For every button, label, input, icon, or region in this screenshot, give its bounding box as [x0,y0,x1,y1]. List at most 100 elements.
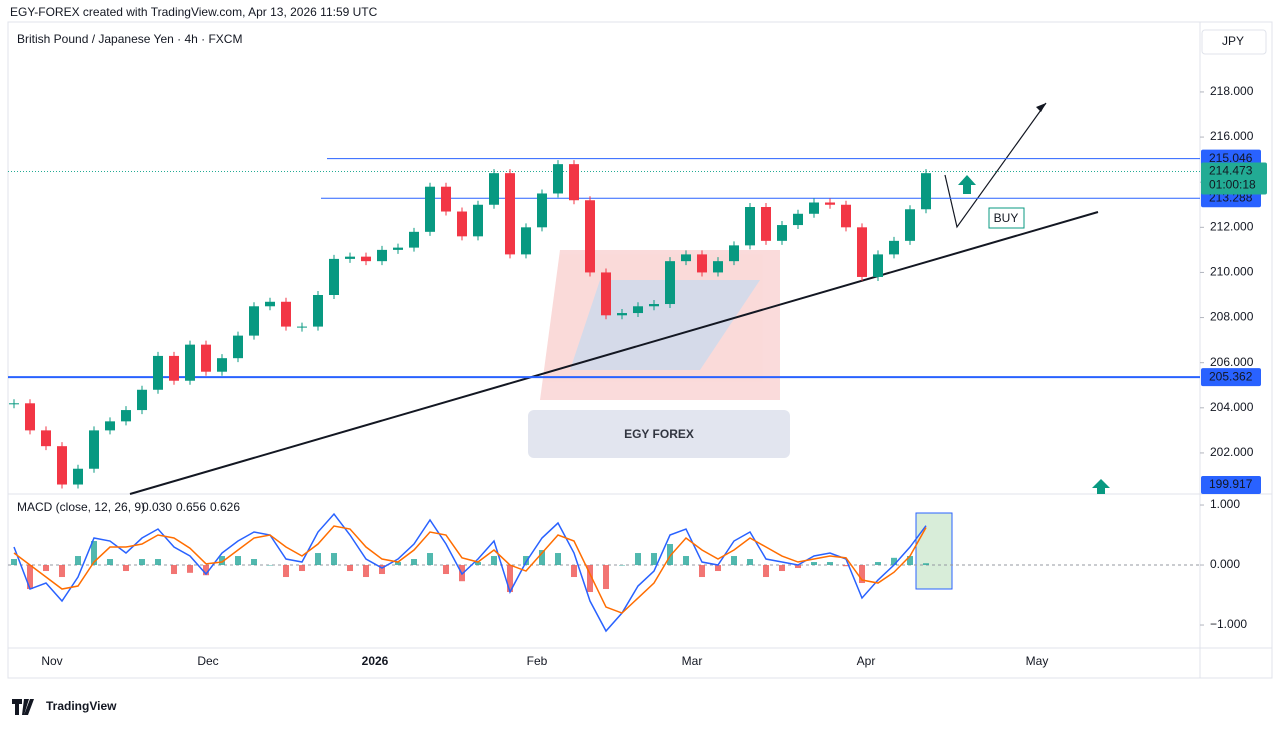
histogram-bar [683,556,689,566]
histogram-bar [875,562,881,566]
histogram-bar [363,565,369,578]
histogram-bar [107,559,113,566]
candle [25,403,35,431]
candle [857,227,867,277]
macd-line [13,512,927,633]
histogram-bar [139,559,145,566]
histogram-bar [731,556,737,566]
x-tick-label: May [1026,654,1049,668]
candle [505,173,515,255]
candle [921,173,931,210]
histogram-bar [219,556,225,566]
candle [57,446,67,485]
histogram-bar [795,565,801,569]
candle [809,202,819,214]
candle [105,421,115,431]
histogram-bar [411,559,417,566]
histogram-bar [827,562,833,566]
candle [889,240,899,255]
histogram-bar [635,553,641,566]
histogram-bar [907,556,913,566]
candle [681,254,691,262]
candle [633,306,643,314]
candle [825,202,835,205]
candle [41,430,51,447]
candle [409,231,419,248]
histogram-bar [587,565,593,593]
x-tick-label: Nov [41,654,62,668]
x-tick-label: 2026 [362,654,389,668]
currency-label[interactable]: JPY [1222,34,1244,48]
footer-logo [12,699,34,715]
up-arrow [958,175,976,194]
last-price-box [1201,162,1267,195]
credit: EGY-FOREX created with TradingView.com, … [10,5,378,19]
candle [713,261,723,273]
histogram-bar [427,553,433,566]
histogram-bar [235,556,241,566]
candle [873,254,883,277]
histogram-bar [539,550,545,566]
histogram-bar [203,565,209,576]
candle [729,245,739,262]
y-tick-label: 208.000 [1210,310,1254,324]
candle [313,295,323,327]
histogram-bar [619,565,625,566]
candle [489,173,499,205]
level-label: 199.917 [1209,477,1253,491]
level-label-box [1201,476,1261,494]
candle [217,358,227,372]
level-label: 205.362 [1209,369,1253,383]
candle [793,213,803,226]
histogram-bar [331,553,337,566]
candle [345,256,355,259]
histogram-bar [347,565,353,572]
candle [249,306,259,336]
candle [441,186,451,212]
chart-frame [7,21,1273,679]
macd-legend-value: 0.030 [142,500,172,514]
histogram-bar [267,565,273,566]
y-tick-label: 1.000 [1210,497,1240,511]
currency-button[interactable] [1201,29,1267,55]
candle [697,254,707,273]
forecast-path [944,102,1047,229]
watermark-logo [540,250,780,400]
watermark-text: EGY FOREX [624,427,694,441]
histogram-bar [923,563,929,566]
candle [265,301,275,307]
histogram-bar [91,541,97,566]
macd-legend-value: 0.626 [210,500,240,514]
candle [521,227,531,255]
histogram-bar [891,557,897,566]
candle [425,186,435,232]
y-tick-label: 202.000 [1210,445,1254,459]
histogram-bar [379,565,385,575]
candle [361,256,371,262]
histogram-bar [187,565,193,573]
macd-legend-value: 0.656 [176,500,206,514]
candle [201,344,211,372]
candle [553,164,563,194]
x-tick-label: Feb [527,654,548,668]
candle [121,410,131,422]
candle [185,344,195,381]
candle [393,247,403,250]
signal-line [13,525,927,614]
y-tick-label: −1.000 [1210,617,1247,631]
highlight-box [915,512,953,590]
histogram-bar [555,553,561,566]
histogram-bar [443,565,449,575]
trend-line [129,211,1099,495]
histogram-bar [507,565,513,593]
candle [89,430,99,469]
forecast-arrowhead [1036,103,1046,112]
footer-brand: TradingView [46,699,117,713]
candle [745,207,755,246]
candle [73,468,83,485]
symbol-title: British Pound / Japanese Yen · 4h · FXCM [17,32,242,46]
histogram-bar [11,559,17,566]
annotation-box [988,207,1025,229]
histogram-bar [395,562,401,566]
